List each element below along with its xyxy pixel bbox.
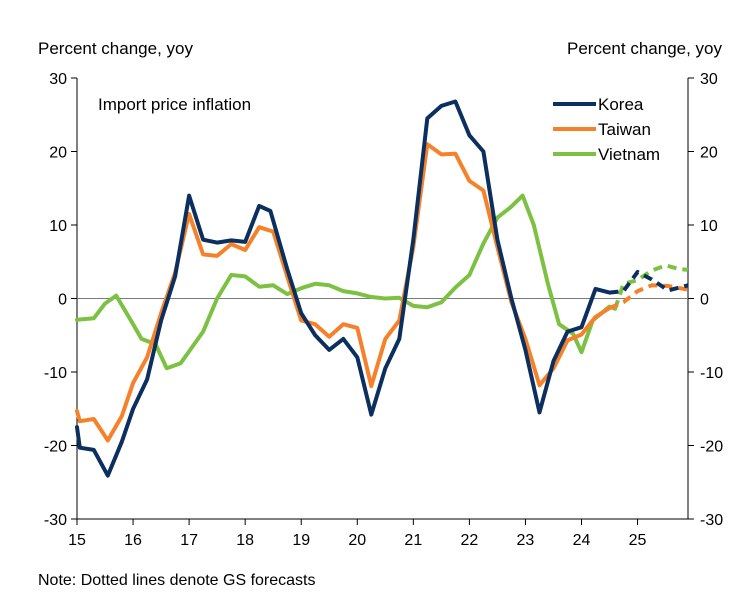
x-tick-label: 24 <box>573 532 591 549</box>
series-group <box>75 99 689 478</box>
legend-label-vietnam: Vietnam <box>598 145 660 164</box>
ylabel-right: Percent change, yoy <box>567 39 722 58</box>
series-forecast-taiwan <box>608 283 689 310</box>
y-tick-label-right: -30 <box>700 512 723 529</box>
ylabel-left: Percent change, yoy <box>38 39 193 58</box>
x-tick-label: 19 <box>292 532 310 549</box>
series-line-korea <box>75 99 612 478</box>
y-tick-label-left: 0 <box>58 292 67 309</box>
series-line-vietnam <box>75 193 618 371</box>
x-tick-label: 17 <box>180 532 198 549</box>
x-tick-label: 16 <box>124 532 142 549</box>
y-tick-label-left: 30 <box>49 71 67 88</box>
y-tick-label-right: -10 <box>700 365 723 382</box>
legend-label-korea: Korea <box>598 95 644 114</box>
x-tick-label: 18 <box>236 532 254 549</box>
y-tick-label-right: 20 <box>700 145 718 162</box>
legend: Korea Taiwan Vietnam <box>553 95 660 164</box>
x-tick-label: 20 <box>348 532 366 549</box>
y-tick-label-right: -20 <box>700 439 723 456</box>
chart-title: Import price inflation <box>98 95 251 114</box>
x-tick-label: 21 <box>404 532 422 549</box>
y-tick-label-left: 10 <box>49 218 67 235</box>
x-tick-label: 23 <box>517 532 535 549</box>
footnote: Note: Dotted lines denote GS forecasts <box>38 572 315 589</box>
y-tick-label-left: 20 <box>49 145 67 162</box>
y-tick-label-left: -10 <box>44 365 67 382</box>
x-tick-label: 25 <box>629 532 647 549</box>
y-tick-label-right: 30 <box>700 71 718 88</box>
y-tick-label-right: 0 <box>700 292 709 309</box>
legend-label-taiwan: Taiwan <box>598 120 651 139</box>
y-tick-label-left: -20 <box>44 439 67 456</box>
y-tick-label-right: 10 <box>700 218 718 235</box>
y-tick-label-left: -30 <box>44 512 67 529</box>
series-forecast-korea <box>609 270 689 295</box>
x-tick-label: 22 <box>460 532 478 549</box>
x-tick-label: 15 <box>68 532 86 549</box>
